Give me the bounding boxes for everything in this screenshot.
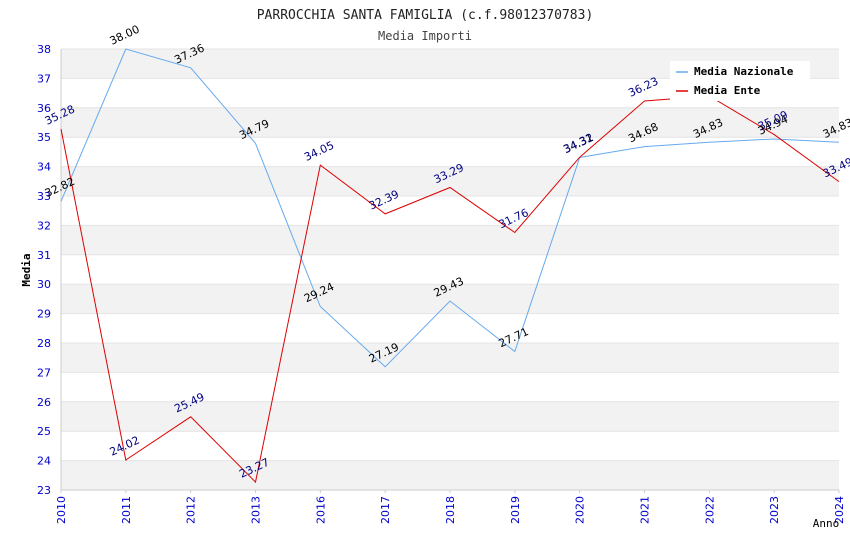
x-tick-label: 2019	[509, 496, 522, 524]
grid-band	[61, 107, 839, 138]
x-axis-ticks: 2010 2011 2012 2013 2016 2017 2018 2019 2020 2021…	[55, 490, 846, 524]
y-tick-label: 30	[37, 278, 51, 291]
x-tick-label: 2013	[250, 496, 263, 524]
legend-label-ente: Media Ente	[694, 84, 761, 97]
y-axis-label: Media	[20, 253, 33, 286]
y-tick-label: 28	[37, 337, 51, 350]
y-tick-label: 38	[37, 43, 51, 56]
x-tick-label: 2012	[185, 496, 198, 524]
x-axis-label: Anno	[813, 517, 840, 530]
y-tick-label: 23	[37, 484, 51, 497]
y-tick-label: 37	[37, 72, 51, 85]
series-line-nazionale	[60, 48, 840, 368]
grid-band	[61, 196, 839, 226]
grid-band	[61, 460, 839, 490]
y-tick-label: 34	[37, 161, 51, 174]
y-tick-label: 33	[37, 190, 51, 203]
grid-band	[61, 166, 839, 196]
grid-band	[61, 431, 839, 461]
legend-label-nazionale: Media Nazionale	[694, 65, 794, 78]
grid-band	[61, 284, 839, 314]
y-tick-label: 24	[37, 455, 51, 468]
x-tick-label: 2023	[768, 496, 781, 524]
grid-band	[61, 313, 839, 343]
grid-band	[61, 225, 839, 255]
x-tick-label: 2018	[444, 496, 457, 524]
chart-title: PARROCCHIA SANTA FAMIGLIA (c.f.980123707…	[257, 8, 594, 23]
y-tick-label: 27	[37, 366, 51, 379]
grid-bands	[61, 48, 839, 491]
grid-band	[61, 254, 839, 285]
y-tick-label: 25	[37, 425, 51, 438]
y-tick-label: 31	[37, 249, 51, 262]
chart-subtitle: Media Importi	[378, 29, 472, 43]
x-tick-label: 2022	[703, 496, 716, 524]
y-tick-label: 26	[37, 396, 51, 409]
x-tick-label: 2024	[833, 496, 846, 524]
x-tick-label: 2021	[639, 496, 652, 524]
y-tick-label: 36	[37, 102, 51, 115]
grid-band	[61, 372, 839, 402]
grid-band	[61, 343, 839, 373]
y-tick-label: 35	[37, 131, 51, 144]
y-axis-ticks: 23 24 25 26 27 28 29 30 31 32 33 34 35 36 37 38	[37, 43, 51, 497]
x-tick-label: 2020	[574, 496, 587, 524]
legend: Media Nazionale Media Ente	[670, 61, 810, 101]
legend-box	[670, 61, 810, 101]
y-tick-label: 29	[37, 308, 51, 321]
data-label: 38.00	[108, 23, 142, 48]
x-tick-label: 2016	[314, 496, 327, 524]
y-tick-label: 32	[37, 219, 51, 232]
x-tick-label: 2017	[379, 496, 392, 524]
x-tick-label: 2010	[55, 496, 68, 524]
x-tick-label: 2011	[120, 496, 133, 524]
